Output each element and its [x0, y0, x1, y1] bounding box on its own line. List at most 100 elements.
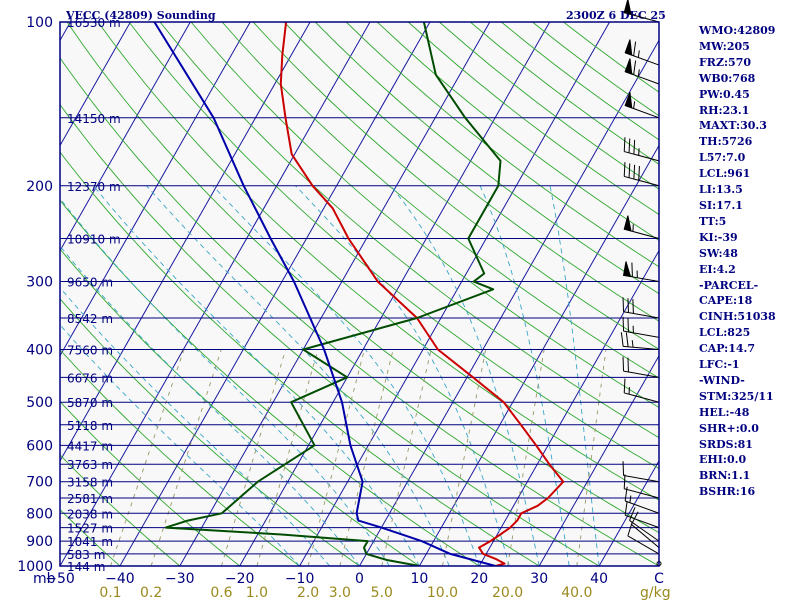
wind-barb: [623, 0, 660, 23]
index-item: EHI:0.0: [699, 453, 747, 467]
wind-barb-feather: [622, 297, 625, 312]
index-item: TT:5: [699, 214, 727, 228]
moist-adiabat-line: [390, 185, 540, 566]
wind-barb: [622, 356, 660, 378]
index-item: FRZ:570: [699, 55, 752, 69]
mixing-ratio-label: 0.6: [210, 585, 232, 600]
wind-barb-feather: [620, 332, 624, 347]
wind-barb: [622, 297, 660, 319]
isotherm-line: [299, 22, 611, 566]
temperature-tick-label: 0: [355, 571, 364, 587]
valid-time: 2300Z 6 DEC 25: [566, 9, 666, 22]
wind-barb: [623, 215, 660, 239]
height-label: 3763 m: [67, 458, 113, 472]
sounding-profiles: [153, 22, 565, 566]
wind-barb-staff: [624, 488, 660, 499]
wind-barb: [629, 507, 660, 542]
mixing-ratio-line: [442, 349, 487, 566]
height-label: 14150 m: [67, 112, 121, 126]
wind-barbs: [620, 0, 662, 567]
wind-barb: [624, 92, 660, 119]
wind-barb-pennant: [623, 215, 632, 232]
isotherm-line: [0, 22, 11, 566]
index-item: SI:17.1: [699, 198, 743, 212]
background-lines: [0, 22, 659, 566]
wind-barb-feather: [633, 164, 636, 180]
wind-barb-pennant: [624, 39, 633, 56]
wind-barb-staff: [623, 311, 660, 319]
parcel-line: [153, 22, 496, 566]
wind-barb: [622, 316, 660, 338]
mixing-ratio-label: 0.1: [99, 585, 121, 600]
moist-adiabat-line: [60, 287, 330, 566]
height-label: 5870 m: [67, 396, 113, 410]
index-item: CAPE:18: [699, 294, 753, 308]
mixing-ratio-line: [339, 349, 394, 566]
wind-barb: [622, 461, 660, 483]
dewpoint-line: [164, 22, 502, 566]
wind-barb-staff: [624, 392, 660, 403]
index-item: HEL:-48: [699, 405, 750, 419]
wind-barb-feather: [622, 461, 625, 476]
isotherm-line: [60, 22, 371, 566]
wind-barb-feather: [633, 41, 637, 56]
plot-frame: [59, 21, 660, 567]
index-item: SHR+:0.0: [699, 421, 759, 435]
wind-barb: [620, 332, 660, 351]
wind-barb-half-feather: [633, 101, 636, 109]
wind-barb-staff: [625, 514, 660, 529]
height-label: 10910 m: [67, 232, 121, 246]
index-item: MAXT:30.3: [699, 119, 767, 133]
index-item: CINH:51038: [699, 310, 776, 324]
pressure-unit-label: mb: [33, 571, 56, 587]
wind-barb: [624, 39, 660, 66]
isotherm-line: [478, 249, 659, 566]
wind-barb-half-feather: [631, 340, 634, 348]
wind-barb-staff: [623, 345, 660, 351]
wind-barb: [622, 261, 660, 283]
height-label: 1527 m: [67, 522, 113, 536]
pressure-tick-label: 100: [26, 15, 53, 31]
height-label: 3158 m: [67, 476, 113, 490]
index-item: WMO:42809: [699, 24, 776, 37]
isotherm-line: [179, 22, 491, 566]
wind-barb-feather: [623, 474, 626, 489]
height-label: 2581 m: [67, 492, 113, 506]
isotherm-line: [418, 144, 659, 566]
height-label: 8542 m: [67, 312, 113, 326]
index-item: SW:48: [699, 246, 738, 260]
index-item: BSHR:16: [699, 485, 756, 499]
mixing-ratio-line: [110, 349, 185, 566]
pressure-tick-label: 700: [26, 475, 53, 491]
index-item: -WIND-: [699, 373, 745, 387]
wind-barb-feather: [628, 138, 631, 153]
mixing-ratio-label: 10.0: [427, 585, 458, 600]
wind-barb-feather: [628, 163, 631, 178]
temperature-tick-label: −10: [285, 571, 315, 587]
wind-barb-pennant: [623, 0, 632, 16]
isotherm-line: [359, 39, 659, 566]
pressure-tick-label: 400: [26, 343, 53, 359]
height-label: 5118 m: [67, 419, 113, 433]
temperature-tick-label: 40: [590, 571, 608, 587]
wind-barb-feather: [622, 356, 625, 372]
wind-barb-feather: [633, 60, 637, 75]
wind-barb-feather: [623, 378, 626, 393]
mixing-ratio-label: 40.0: [561, 585, 592, 600]
chart-title: VECC (42809) Sounding: [66, 9, 216, 22]
height-label: 2038 m: [67, 507, 113, 521]
mixing-ratio-line: [507, 349, 545, 566]
temperature-unit-label: C: [654, 571, 664, 587]
index-item: LCL:825: [699, 326, 751, 340]
height-label: 7560 m: [67, 344, 113, 358]
wind-barb-feather: [627, 298, 629, 313]
wind-barb: [623, 137, 660, 162]
mixing-ratio-line: [307, 349, 365, 566]
wind-barb-feather: [631, 262, 633, 277]
mixing-ratio-unit: g/kg: [640, 585, 671, 600]
wind-barb-feather: [632, 299, 634, 314]
wind-barb-staff: [627, 535, 660, 555]
pressure-tick-label: 300: [26, 275, 53, 291]
wind-barb-staff: [624, 151, 660, 162]
